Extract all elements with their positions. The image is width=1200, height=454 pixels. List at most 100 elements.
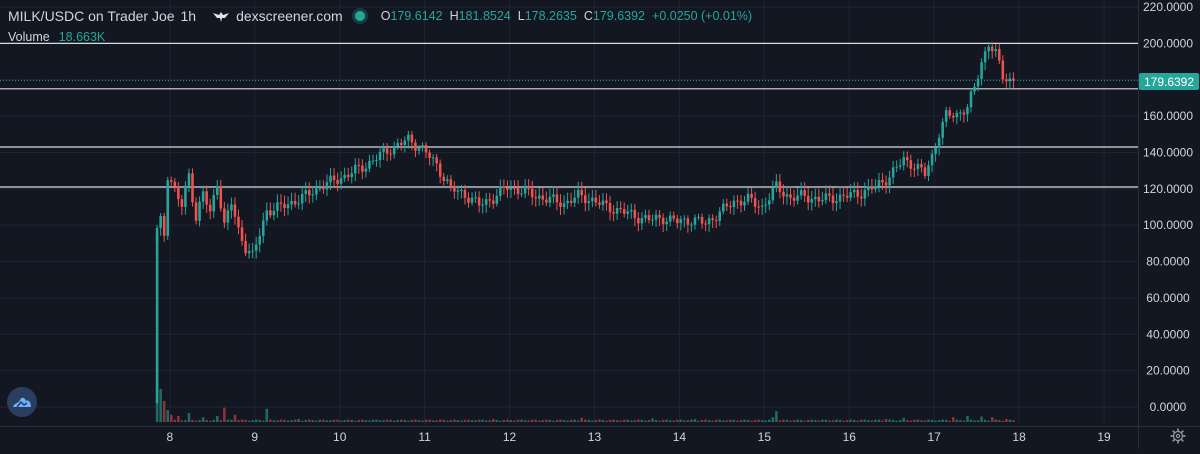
candle-body <box>159 215 162 229</box>
candle-body <box>438 163 442 177</box>
candle-body <box>849 192 852 198</box>
volume-bar <box>714 419 718 422</box>
volume-bar <box>502 419 506 422</box>
volume-bar <box>683 420 686 422</box>
candle-body <box>714 219 718 221</box>
volume-bar <box>906 420 909 422</box>
candle-body <box>516 187 520 194</box>
candle-body <box>860 196 863 199</box>
volume-bar <box>169 414 173 422</box>
candle-body <box>817 196 821 202</box>
volume-bar <box>838 419 842 422</box>
volume-bar <box>407 420 410 422</box>
low-value: 178.2635 <box>524 9 577 23</box>
candle-body <box>697 216 700 218</box>
volume-bar <box>272 420 276 422</box>
candle-body <box>527 186 530 189</box>
volume-bar <box>944 419 948 422</box>
candle-body <box>244 241 247 254</box>
volume-bar <box>1008 419 1012 422</box>
candle-body <box>407 134 410 141</box>
volume-bar <box>966 416 969 422</box>
volume-bar <box>332 419 336 422</box>
volume-bar <box>516 419 520 422</box>
volume-bar <box>488 420 492 422</box>
candle-body <box>605 200 608 204</box>
candle-body <box>863 190 867 199</box>
volume-bar <box>474 420 477 422</box>
change-value: +0.0250 (+0.01%) <box>652 9 753 23</box>
gear-icon[interactable] <box>1170 428 1186 444</box>
volume-bar <box>371 419 375 422</box>
volume-bar <box>339 420 343 422</box>
candle-body <box>477 197 481 206</box>
volume-bar <box>605 420 608 422</box>
dexscreener-logo-icon[interactable] <box>7 387 37 417</box>
volume-bar <box>481 419 484 422</box>
eagle-icon <box>213 12 230 22</box>
volume-bar <box>693 419 697 422</box>
volume-bar <box>651 418 654 422</box>
volume-bar <box>368 420 371 422</box>
candle-body <box>428 152 431 158</box>
volume-bar <box>665 419 668 422</box>
volume-bar <box>523 420 527 422</box>
volume-bar <box>937 420 941 422</box>
open-value: 179.6142 <box>390 9 443 23</box>
candle-body <box>707 218 711 225</box>
ohlc-values: O179.6142 H181.8524 L178.2635 C179.6392 … <box>381 9 752 23</box>
candle-body <box>792 197 796 201</box>
volume-bar <box>449 419 453 422</box>
volume-bar <box>746 419 750 422</box>
candle-body <box>339 178 343 184</box>
volume-bar <box>442 419 446 422</box>
volume-bar <box>587 419 591 422</box>
candle-body <box>265 210 269 221</box>
volume-bar <box>877 419 881 422</box>
candle-body <box>230 204 233 211</box>
volume-bar <box>573 419 576 422</box>
volume-bar <box>870 420 874 422</box>
candle-body <box>254 244 258 251</box>
volume-bar <box>396 420 400 422</box>
volume-bar <box>180 420 184 422</box>
y-tick-label: 100.0000 <box>1143 218 1193 232</box>
volume-bar <box>824 419 828 422</box>
candle-body <box>658 214 661 218</box>
volume-bar <box>492 419 495 422</box>
y-tick-label: 160.0000 <box>1143 109 1193 123</box>
candle-body <box>785 194 789 197</box>
volume-bar <box>364 420 368 422</box>
volume-bar <box>948 420 952 422</box>
volume-bar <box>499 420 502 422</box>
candle-body <box>608 203 612 213</box>
candle-body <box>261 220 265 237</box>
volume-bar <box>622 419 626 422</box>
candle-body <box>810 199 814 203</box>
volume-bar <box>258 420 262 422</box>
candle-body <box>219 186 223 209</box>
candle-body <box>612 212 615 214</box>
candle-body <box>948 110 952 116</box>
volume-bar <box>215 416 219 422</box>
volume-bar <box>269 419 272 422</box>
volume-bar <box>399 419 403 422</box>
candle-body <box>799 190 803 196</box>
candle-body <box>874 186 877 190</box>
x-tick-label: 14 <box>673 430 687 444</box>
interval-label[interactable]: 1h <box>180 8 197 24</box>
volume-bar <box>916 419 920 422</box>
volume-bar <box>484 420 488 422</box>
volume-bar <box>690 419 693 422</box>
volume-bar <box>559 419 562 422</box>
candle-body <box>424 145 428 153</box>
candle-body <box>538 195 541 199</box>
volume-bar <box>566 420 569 422</box>
candle-body <box>332 175 336 181</box>
candle-body <box>481 204 484 206</box>
candle-body <box>226 210 230 223</box>
volume-bar <box>495 419 499 422</box>
candle-body <box>513 187 516 189</box>
